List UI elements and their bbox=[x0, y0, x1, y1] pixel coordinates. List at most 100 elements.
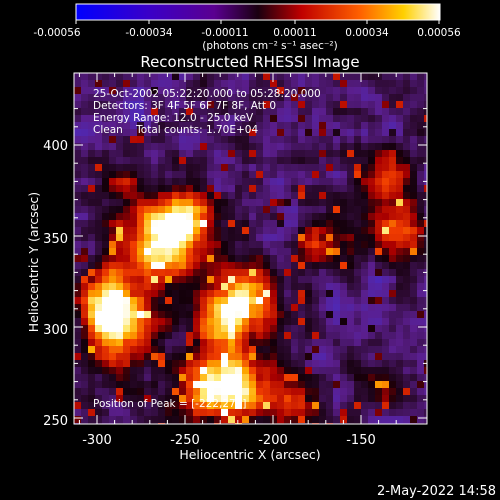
heatmap-cell bbox=[74, 276, 81, 283]
heatmap-cell bbox=[151, 283, 158, 290]
heatmap-cell bbox=[172, 388, 179, 395]
heatmap-cell bbox=[235, 73, 242, 80]
heatmap-cell bbox=[263, 122, 270, 129]
heatmap-cell bbox=[158, 402, 165, 409]
heatmap-cell bbox=[410, 269, 417, 276]
heatmap-cell bbox=[172, 122, 179, 129]
heatmap-cell bbox=[88, 325, 95, 332]
heatmap-cell bbox=[333, 353, 340, 360]
heatmap-cell bbox=[207, 157, 214, 164]
heatmap-cell bbox=[333, 318, 340, 325]
heatmap-cell bbox=[305, 360, 312, 367]
heatmap-cell bbox=[186, 150, 193, 157]
heatmap-cell bbox=[179, 101, 186, 108]
heatmap-cell bbox=[207, 122, 214, 129]
heatmap-cell bbox=[235, 276, 242, 283]
heatmap-cell bbox=[193, 234, 200, 241]
heatmap-cell bbox=[221, 185, 228, 192]
heatmap-cell bbox=[319, 220, 326, 227]
heatmap-cell bbox=[214, 94, 221, 101]
heatmap-cell bbox=[193, 157, 200, 164]
heatmap-cell bbox=[410, 318, 417, 325]
heatmap-cell bbox=[354, 262, 361, 269]
heatmap-cell bbox=[326, 143, 333, 150]
heatmap-cell bbox=[207, 164, 214, 171]
heatmap-cell bbox=[284, 339, 291, 346]
heatmap-cell bbox=[123, 416, 130, 423]
heatmap-cell bbox=[214, 248, 221, 255]
heatmap-cell bbox=[410, 108, 417, 115]
heatmap-cell bbox=[277, 122, 284, 129]
heatmap-cell bbox=[221, 402, 228, 409]
heatmap-cell bbox=[396, 87, 403, 94]
heatmap-cell bbox=[102, 101, 109, 108]
heatmap-cell bbox=[249, 115, 256, 122]
heatmap-cell bbox=[235, 297, 242, 304]
heatmap-cell bbox=[340, 206, 347, 213]
heatmap-cell bbox=[137, 325, 144, 332]
heatmap-cell bbox=[375, 192, 382, 199]
heatmap-cell bbox=[186, 374, 193, 381]
heatmap-cell bbox=[347, 360, 354, 367]
heatmap-cell bbox=[319, 297, 326, 304]
heatmap-cell bbox=[200, 234, 207, 241]
heatmap-cell bbox=[172, 248, 179, 255]
heatmap-cell bbox=[340, 325, 347, 332]
heatmap-cell bbox=[95, 115, 102, 122]
heatmap-cell bbox=[396, 395, 403, 402]
heatmap-cell bbox=[277, 353, 284, 360]
heatmap-cell bbox=[200, 220, 207, 227]
heatmap-cell bbox=[88, 80, 95, 87]
heatmap-cell bbox=[410, 381, 417, 388]
heatmap-cell bbox=[123, 94, 130, 101]
heatmap-cell bbox=[172, 290, 179, 297]
heatmap-cell bbox=[319, 339, 326, 346]
heatmap-cell bbox=[109, 101, 116, 108]
heatmap-cell bbox=[263, 150, 270, 157]
heatmap-cell bbox=[347, 388, 354, 395]
heatmap-cell bbox=[305, 374, 312, 381]
heatmap-cell bbox=[305, 150, 312, 157]
heatmap-cell bbox=[81, 213, 88, 220]
heatmap-cell bbox=[410, 101, 417, 108]
heatmap-cell bbox=[284, 374, 291, 381]
heatmap-cell bbox=[242, 80, 249, 87]
heatmap-cell bbox=[165, 80, 172, 87]
heatmap-cell bbox=[249, 227, 256, 234]
heatmap-cell bbox=[326, 199, 333, 206]
heatmap-cell bbox=[249, 101, 256, 108]
heatmap-cell bbox=[305, 241, 312, 248]
heatmap-cell bbox=[186, 115, 193, 122]
heatmap-cell bbox=[186, 185, 193, 192]
heatmap-cell bbox=[130, 206, 137, 213]
heatmap-cell bbox=[326, 388, 333, 395]
heatmap-cell bbox=[403, 129, 410, 136]
heatmap-cell bbox=[130, 360, 137, 367]
heatmap-cell bbox=[382, 171, 389, 178]
heatmap-cell bbox=[305, 171, 312, 178]
heatmap-cell bbox=[424, 164, 427, 171]
heatmap-cell bbox=[368, 283, 375, 290]
heatmap-cell bbox=[109, 304, 116, 311]
heatmap-cell bbox=[305, 346, 312, 353]
heatmap-cell bbox=[284, 185, 291, 192]
heatmap-cell bbox=[137, 381, 144, 388]
heatmap-cell bbox=[403, 157, 410, 164]
heatmap-cell bbox=[221, 122, 228, 129]
heatmap-cell bbox=[207, 367, 214, 374]
heatmap-cell bbox=[403, 297, 410, 304]
heatmap-cell bbox=[270, 339, 277, 346]
heatmap-cell bbox=[284, 395, 291, 402]
heatmap-cell bbox=[319, 122, 326, 129]
heatmap-cell bbox=[403, 108, 410, 115]
heatmap-cell bbox=[270, 276, 277, 283]
heatmap-cell bbox=[270, 164, 277, 171]
heatmap-cell bbox=[256, 73, 263, 80]
heatmap-cell bbox=[130, 227, 137, 234]
heatmap-cell bbox=[123, 248, 130, 255]
heatmap-cell bbox=[200, 374, 207, 381]
heatmap-cell bbox=[137, 94, 144, 101]
heatmap-cell bbox=[347, 290, 354, 297]
heatmap-cell bbox=[186, 87, 193, 94]
heatmap-cell bbox=[172, 325, 179, 332]
